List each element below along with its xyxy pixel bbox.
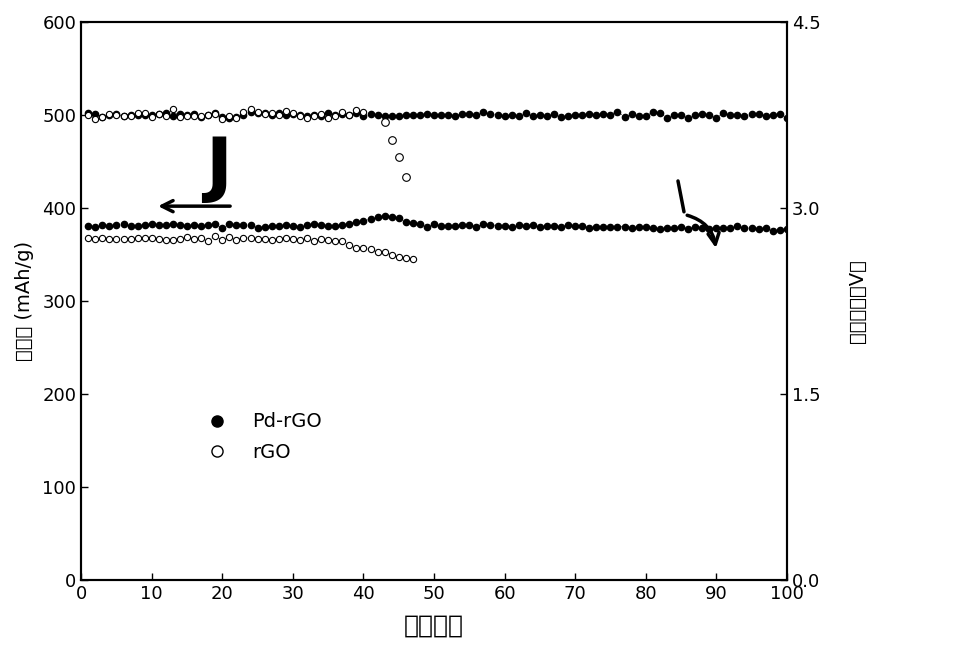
X-axis label: 循环次数: 循环次数 [404, 614, 464, 638]
Text: J: J [205, 135, 232, 204]
Y-axis label: 比容量 (mAh/g): 比容量 (mAh/g) [15, 241, 34, 361]
Legend: Pd-rGO, rGO: Pd-rGO, rGO [190, 405, 329, 470]
Text: 极化电压（V）: 极化电压（V） [847, 259, 867, 343]
